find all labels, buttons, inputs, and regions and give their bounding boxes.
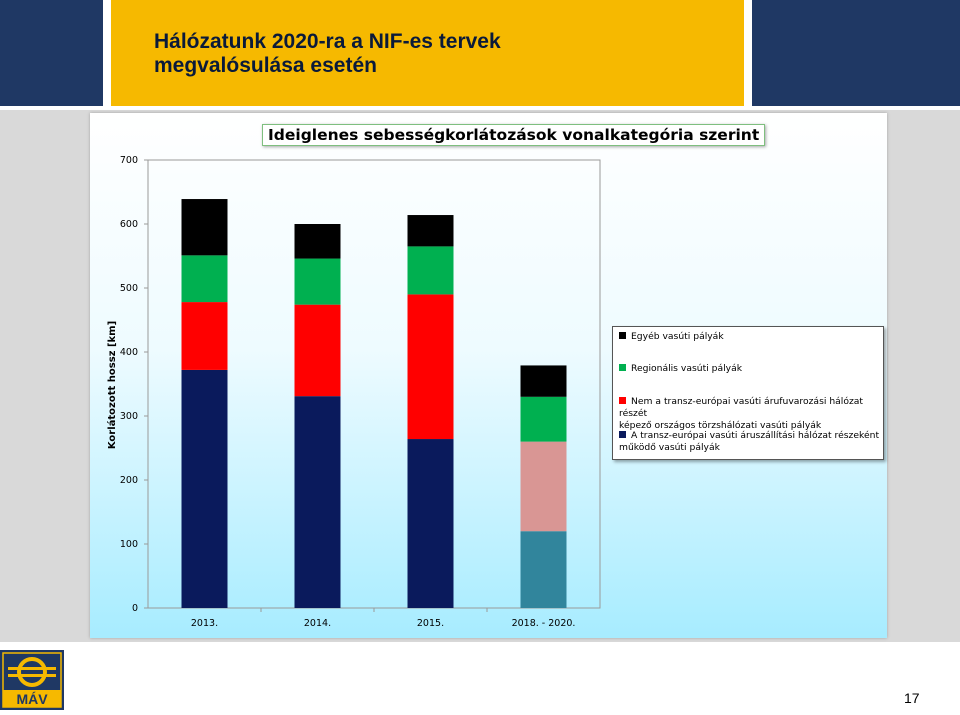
- bar-segment: [294, 258, 341, 305]
- bar-segment: [407, 246, 454, 295]
- x-tick-label: 2014.: [304, 618, 331, 629]
- y-tick-label: 500: [120, 283, 138, 294]
- legend-item-regional: Regionális vasúti pályák: [619, 363, 742, 375]
- bar-segment: [181, 369, 228, 608]
- bar-segment: [181, 255, 228, 303]
- y-tick-label: 0: [132, 603, 138, 614]
- legend-swatch: [619, 332, 626, 339]
- slide-title: Hálózatunk 2020-ra a NIF-es tervek megva…: [154, 30, 501, 77]
- legend-item-non-tent: Nem a transz-európai vasúti árufuvarozás…: [619, 396, 883, 432]
- x-tick-label: 2013.: [191, 618, 218, 629]
- header-left-block: [0, 0, 103, 106]
- y-tick-label: 700: [120, 155, 138, 166]
- legend-swatch: [619, 397, 626, 404]
- bar-segment: [520, 396, 567, 442]
- y-tick-label: 400: [120, 347, 138, 358]
- y-axis-label: Korlátozott hossz [km]: [106, 321, 118, 449]
- bar-segment: [520, 441, 567, 532]
- legend-item-tent: A transz-európai vasúti áruszállítási há…: [619, 430, 879, 454]
- bar-segment: [407, 215, 454, 247]
- bar-segment: [294, 396, 341, 608]
- legend-swatch: [619, 364, 626, 371]
- bar-segment: [407, 294, 454, 440]
- bar-segment: [294, 304, 341, 397]
- bar-segment: [407, 439, 454, 608]
- legend-item-other: Egyéb vasúti pályák: [619, 331, 724, 343]
- mav-logo-mark: MÁV: [2, 652, 62, 708]
- legend-swatch: [619, 431, 626, 438]
- legend-label: Egyéb vasúti pályák: [631, 331, 724, 342]
- bar-segment: [520, 531, 567, 608]
- chart-legend: Egyéb vasúti pályák Regionális vasúti pá…: [612, 326, 884, 460]
- header-title-block: Hálózatunk 2020-ra a NIF-es tervek megva…: [111, 0, 744, 106]
- bar-segment: [520, 365, 567, 397]
- y-tick-label: 100: [120, 539, 138, 550]
- bar-segment: [181, 302, 228, 370]
- y-tick-label: 200: [120, 475, 138, 486]
- y-tick-label: 600: [120, 219, 138, 230]
- x-tick-label: 2015.: [417, 618, 444, 629]
- legend-label: A transz-európai vasúti áruszállítási há…: [619, 430, 880, 453]
- logo-text: MÁV: [16, 691, 48, 707]
- page-number: 17: [904, 690, 920, 706]
- bar-segment: [181, 199, 228, 256]
- bar-segment: [294, 224, 341, 259]
- legend-label: Nem a transz-európai vasúti árufuvarozás…: [619, 396, 864, 431]
- mav-logo: MÁV: [0, 650, 64, 710]
- chart-title: Ideiglenes sebességkorlátozások vonalkat…: [262, 124, 766, 146]
- legend-label: Regionális vasúti pályák: [631, 363, 743, 374]
- header-right-block: [752, 0, 960, 106]
- x-tick-label: 2018. - 2020.: [512, 618, 576, 629]
- y-tick-label: 300: [120, 411, 138, 422]
